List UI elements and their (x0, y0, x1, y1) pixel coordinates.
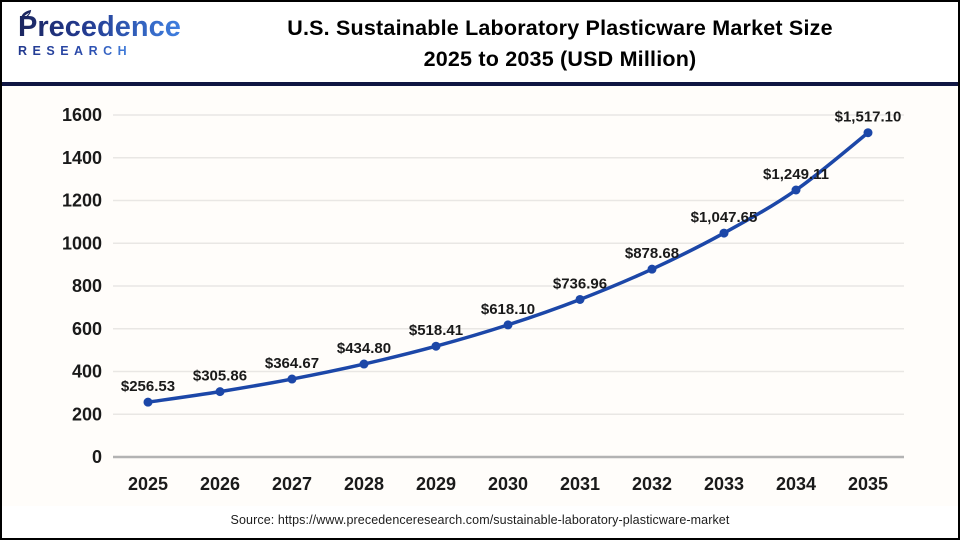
data-point-label: $1,047.65 (691, 209, 758, 226)
leaf-icon (20, 9, 32, 21)
x-tick-label: 2026 (200, 474, 240, 494)
data-point-label: $364.67 (265, 355, 319, 372)
data-point-marker (647, 264, 657, 274)
data-point-label: $256.53 (121, 378, 175, 395)
series-line (146, 130, 870, 404)
market-line-chart: 0 200 400 600 800 1000 1200 1400 1600 2025 2026 202… (62, 105, 904, 494)
chart-area: 0 200 400 600 800 1000 1200 1400 1600 2025 2026 202… (2, 86, 958, 506)
data-point-marker (503, 320, 513, 330)
data-point-marker (719, 228, 729, 238)
data-point-label: $305.86 (193, 368, 247, 385)
data-point-label: $878.68 (625, 245, 679, 262)
data-point-marker (863, 128, 873, 138)
data-point-label: $434.80 (337, 340, 391, 357)
x-tick-label: 2025 (128, 474, 168, 494)
data-point-marker (359, 359, 369, 369)
y-tick-label: 600 (72, 319, 102, 339)
data-point-label: $1,517.10 (835, 109, 902, 126)
y-tick-label: 200 (72, 404, 102, 424)
x-tick-label: 2031 (560, 474, 600, 494)
chart-title-line2: 2025 to 2035 (USD Million) (423, 47, 697, 71)
x-tick-label: 2033 (704, 474, 744, 494)
data-point-marker (215, 387, 225, 397)
x-tick-label: 2032 (632, 474, 672, 494)
x-tick-label: 2029 (416, 474, 456, 494)
precedence-research-logo: Precedence RESEARCH (18, 9, 181, 59)
data-point-marker (143, 397, 153, 407)
logo-wordmark: Precedence (18, 11, 181, 43)
data-point-label: $736.96 (553, 275, 607, 292)
y-tick-label: 400 (72, 362, 102, 382)
data-point-marker (287, 374, 297, 384)
x-tick-label: 2028 (344, 474, 384, 494)
x-tick-label: 2030 (488, 474, 528, 494)
data-point-label: $518.41 (409, 322, 463, 339)
data-point-label: $1,249.11 (763, 166, 829, 183)
x-tick-label: 2027 (272, 474, 312, 494)
data-point-marker (431, 341, 441, 351)
footer: Source: https://www.precedenceresearch.c… (2, 511, 958, 529)
header: Precedence RESEARCH U.S. Sustainable Lab… (2, 2, 958, 82)
source-text: Source: https://www.precedenceresearch.c… (230, 513, 730, 527)
logo-subtitle: RESEARCH (18, 44, 133, 58)
y-tick-label: 1400 (62, 148, 102, 168)
y-tick-label: 0 (92, 447, 102, 467)
data-point-marker (791, 185, 801, 195)
y-tick-label: 1600 (62, 105, 102, 125)
y-tick-label: 800 (72, 276, 102, 296)
y-tick-label: 1200 (62, 191, 102, 211)
header-divider (2, 82, 958, 86)
data-point-marker (575, 294, 585, 304)
x-tick-label: 2035 (848, 474, 888, 494)
chart-title-line1: U.S. Sustainable Laboratory Plasticware … (287, 16, 833, 40)
y-tick-label: 1000 (62, 233, 102, 253)
chart-title: U.S. Sustainable Laboratory Plasticware … (172, 13, 948, 75)
data-point-label: $618.10 (481, 301, 535, 318)
x-tick-label: 2034 (776, 474, 816, 494)
